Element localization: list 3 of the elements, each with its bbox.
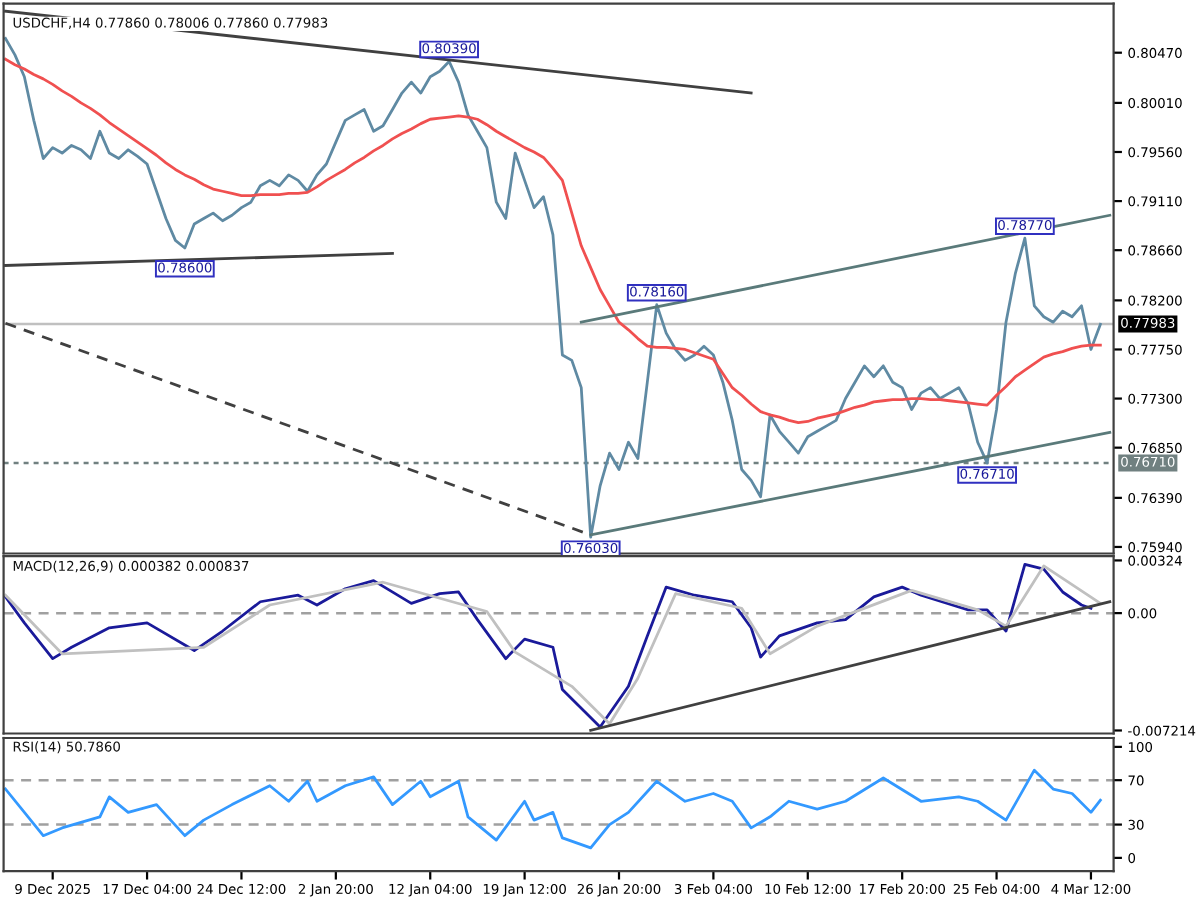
line-series [4, 57, 1102, 424]
line-series [4, 768, 1102, 850]
line-series [4, 37, 1102, 539]
